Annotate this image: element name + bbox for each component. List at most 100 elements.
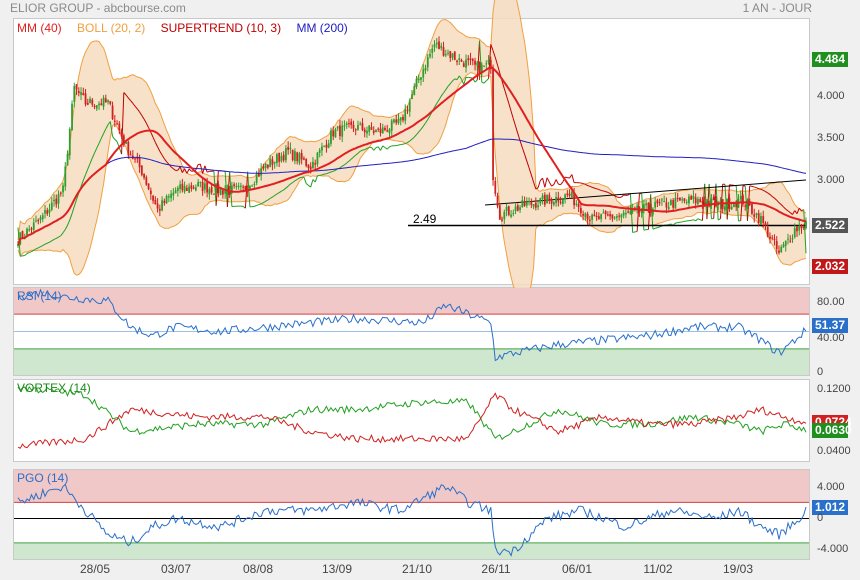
price-legend: MM (40) BOLL (20, 2) SUPERTREND (10, 3) … — [17, 21, 360, 35]
supertrend-segment — [501, 80, 505, 89]
rsi-line — [17, 288, 807, 362]
candle-body — [656, 200, 659, 204]
legend-mm200: MM (200) — [296, 21, 348, 35]
supertrend-segment — [47, 241, 50, 244]
candle-body — [71, 103, 73, 131]
candle-body — [404, 109, 407, 121]
candle-body — [203, 183, 206, 190]
candle-body — [399, 117, 402, 121]
supertrend-segment — [224, 171, 228, 207]
supertrend-segment — [150, 132, 154, 138]
candle-body — [152, 195, 154, 201]
supertrend-segment — [434, 103, 438, 108]
supertrend-segment — [359, 149, 363, 152]
candle-body — [102, 97, 105, 107]
supertrend-segment — [701, 183, 706, 221]
candle-body — [125, 141, 127, 144]
candle-body — [435, 42, 438, 45]
supertrend-segment — [643, 229, 647, 231]
candle-body — [724, 206, 726, 211]
mm200-line — [17, 138, 807, 246]
supertrend-segment — [506, 95, 510, 104]
supertrend-segment — [85, 168, 89, 175]
supertrend-segment — [40, 245, 43, 248]
supertrend-segment — [591, 186, 595, 189]
supertrend-segment — [418, 128, 422, 133]
supertrend-segment — [64, 225, 68, 230]
candle-body — [104, 98, 107, 103]
candle-body — [37, 219, 40, 222]
candle-body — [276, 154, 278, 164]
pgo-last-badge: 1.012 — [812, 500, 848, 515]
candle-body — [564, 194, 566, 200]
candle-body — [606, 214, 609, 216]
supertrend-segment — [461, 79, 465, 85]
candle-body — [86, 102, 89, 105]
candle-body — [627, 211, 630, 213]
supertrend-segment — [272, 195, 275, 198]
candle-body — [339, 125, 341, 136]
supertrend-segment — [179, 166, 183, 173]
candle-body — [692, 195, 695, 199]
supertrend-segment — [317, 174, 320, 177]
supertrend-segment — [481, 81, 485, 84]
supertrend-segment — [668, 223, 672, 226]
candle-body — [579, 207, 582, 214]
supertrend-segment — [42, 243, 46, 246]
candle-body — [546, 195, 548, 204]
supertrend-segment — [69, 213, 73, 221]
supertrend-segment — [184, 168, 188, 174]
rsi-tick-80: 80.00 — [817, 296, 845, 308]
candle-body — [746, 199, 749, 208]
candle-body — [679, 197, 681, 201]
candle-body — [264, 163, 267, 168]
candle-body — [82, 93, 85, 96]
supertrend-segment — [350, 156, 354, 160]
supertrend-segment — [157, 146, 161, 152]
supertrend-segment — [436, 99, 440, 104]
candle-body — [253, 184, 256, 186]
candle-body — [134, 158, 136, 160]
candle-body — [575, 203, 578, 205]
candle-body — [663, 201, 666, 203]
candle-body — [661, 199, 663, 201]
candle-body — [262, 166, 265, 169]
supertrend-segment — [386, 146, 390, 150]
supertrend-segment — [125, 94, 129, 99]
candle-body — [149, 190, 152, 195]
candle-body — [424, 67, 427, 71]
supertrend-segment — [409, 138, 413, 142]
supertrend-segment — [100, 133, 105, 139]
supertrend-segment — [281, 189, 284, 192]
candle-body — [384, 128, 386, 130]
candle-body — [26, 228, 28, 236]
candle-body — [341, 125, 344, 137]
candle-body — [345, 123, 348, 125]
candle-body — [307, 164, 310, 168]
supertrend-segment — [49, 240, 53, 243]
supertrend-segment — [603, 190, 606, 193]
candle-body — [143, 174, 145, 178]
candle-body — [172, 192, 175, 196]
supertrend-segment — [474, 79, 478, 83]
overbought-zone — [14, 470, 809, 503]
supertrend-segment — [792, 210, 796, 215]
supertrend-segment — [269, 196, 273, 199]
candle-body — [762, 216, 765, 223]
candle-body — [570, 191, 573, 198]
price-tick-3500: 3.500 — [817, 132, 845, 144]
supertrend-segment — [647, 194, 652, 230]
supertrend-segment — [589, 185, 593, 188]
supertrend-segment — [571, 174, 575, 183]
candle-body — [733, 203, 735, 208]
candle-body — [321, 146, 323, 151]
supertrend-segment — [717, 218, 721, 221]
candle-body — [573, 192, 576, 206]
supertrend-segment — [344, 162, 348, 166]
period-selector[interactable]: 1 AN - JOUR — [742, 1, 812, 15]
supertrend-segment — [585, 183, 588, 186]
candle-body — [690, 196, 693, 200]
supertrend-segment — [706, 184, 710, 220]
supertrend-segment — [62, 229, 66, 234]
supertrend-segment — [767, 192, 771, 195]
